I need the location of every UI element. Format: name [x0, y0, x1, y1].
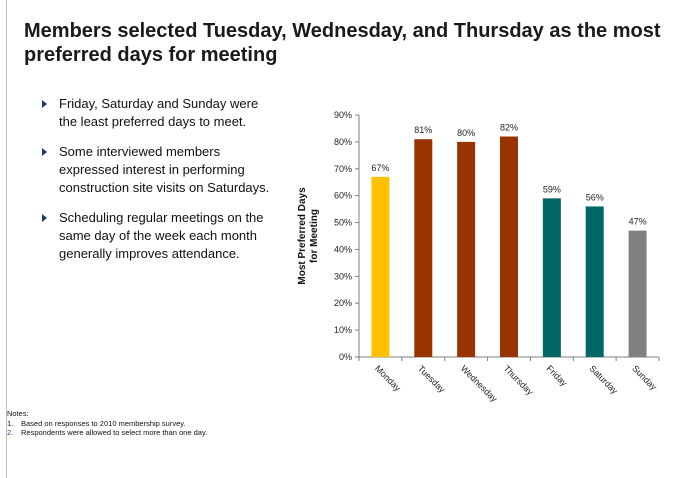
data-label: 59% [543, 184, 561, 194]
bar-wednesday [457, 141, 476, 357]
data-label: 81% [414, 125, 432, 135]
note-number: 2. [7, 428, 14, 437]
x-tick-label: Sunday [630, 363, 659, 392]
y-axis-title-line: for Meeting [309, 209, 320, 263]
note-text: Respondents were allowed to select more … [21, 428, 208, 437]
bar-saturday [585, 206, 604, 357]
data-label: 80% [457, 128, 475, 138]
bullet-item: Some interviewed members expressed inter… [42, 143, 277, 197]
note-text: Based on responses to 2010 membership su… [21, 418, 186, 428]
notes-heading: Notes: [7, 409, 29, 418]
bar-chart: 0% 10% 20% 30% 40% 50% 60% 70% 80% 90% Most Prefer… [297, 110, 660, 404]
y-axis-title: Most Preferred Daysfor Meeting [297, 187, 320, 285]
data-label: 82% [500, 123, 518, 133]
note-item: 1. Based on responses to 2010 membership … [7, 419, 207, 429]
x-tick-label: Friday [544, 363, 569, 388]
bullet-arrow-icon [42, 214, 47, 222]
x-tick-label: Tuesday [416, 363, 448, 395]
bullet-arrow-icon [42, 148, 47, 156]
bullet-text: Some interviewed members expressed inter… [59, 144, 270, 195]
bar-tuesday [414, 139, 433, 357]
bar-sunday [628, 230, 647, 357]
y-axis-title-line: Most Preferred Days [297, 187, 308, 285]
x-tick-label: Thursday [502, 363, 536, 397]
bullet-text: Scheduling regular meetings on the same … [59, 210, 264, 261]
x-tick-label: Monday [373, 363, 403, 393]
note-number: 1. [7, 418, 14, 428]
bullet-list: Friday, Saturday and Sunday were the lea… [42, 95, 277, 275]
bullet-item: Scheduling regular meetings on the same … [42, 209, 277, 263]
y-tick-label: 30% [334, 271, 352, 281]
slide-title: Members selected Tuesday, Wednesday, and… [24, 20, 661, 66]
data-label: 67% [371, 163, 389, 173]
bullet-arrow-icon [42, 100, 47, 108]
data-label: 56% [586, 192, 604, 202]
slide-border [6, 0, 7, 478]
y-tick-label: 70% [334, 164, 352, 174]
bar-friday [542, 198, 561, 357]
bar-monday [371, 176, 390, 357]
y-tick-label: 80% [334, 137, 352, 147]
y-tick-label: 10% [334, 325, 352, 335]
y-tick-label: 90% [334, 110, 352, 120]
x-tick-label: Saturday [587, 363, 620, 396]
bar-thursday [500, 136, 518, 357]
y-tick-label: 20% [334, 298, 352, 308]
y-tick-label: 0% [339, 352, 352, 362]
x-tick-label: Wednesday [459, 363, 500, 404]
bullet-text: Friday, Saturday and Sunday were the lea… [59, 96, 259, 129]
notes: Notes: 1. Based on responses to 2010 memb… [7, 409, 207, 438]
y-tick-label: 50% [334, 218, 352, 228]
y-tick-label: 40% [334, 244, 352, 254]
y-tick-label: 60% [334, 191, 352, 201]
bullet-item: Friday, Saturday and Sunday were the lea… [42, 95, 277, 131]
note-item: 2. Respondents were allowed to select mor… [7, 428, 207, 438]
data-label: 47% [629, 217, 647, 227]
